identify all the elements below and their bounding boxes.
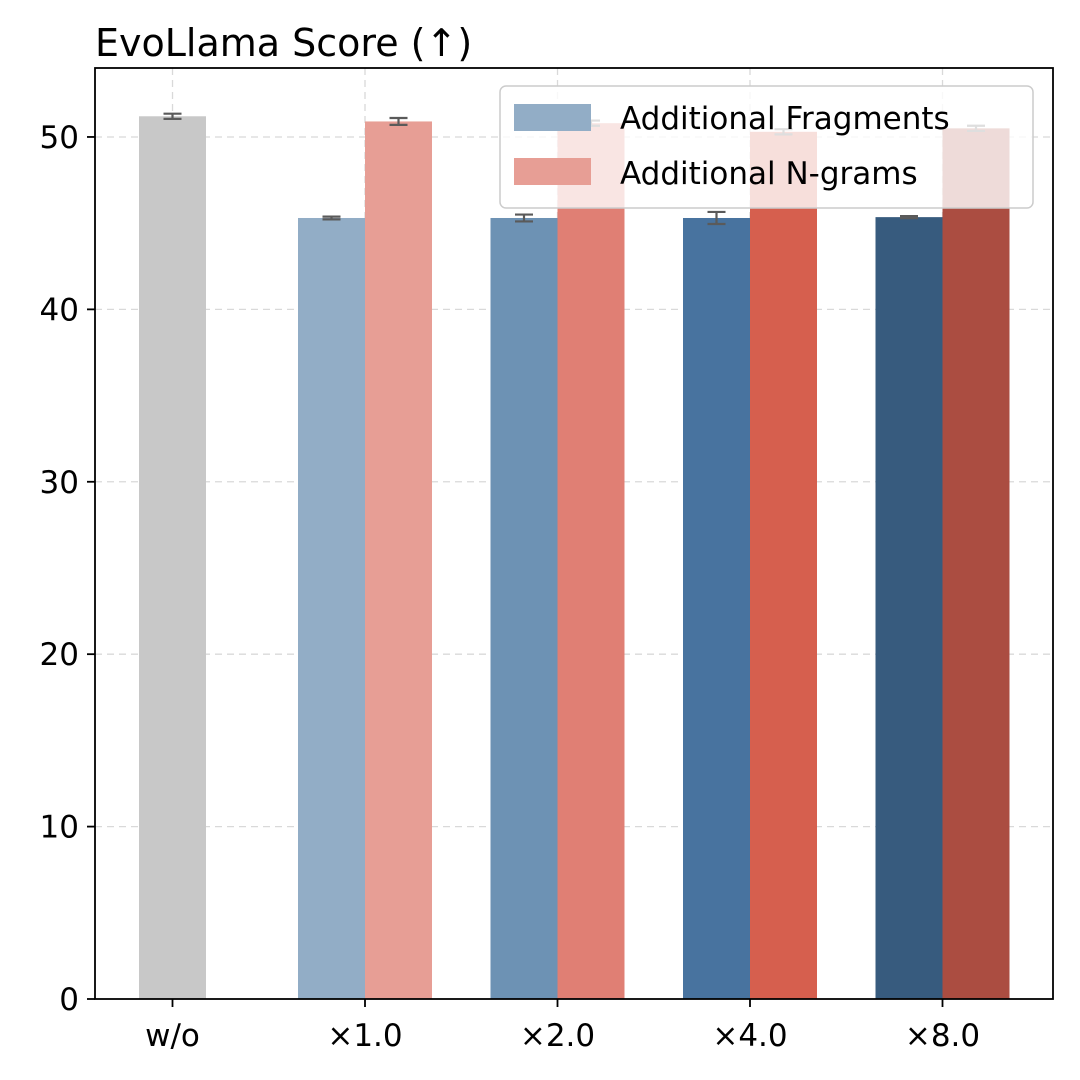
legend-swatch-additional-n-grams <box>514 158 591 185</box>
x-tick-label-x1-0: ×1.0 <box>327 1018 402 1054</box>
bars <box>139 116 1010 1000</box>
x-tick-label-x2-0: ×2.0 <box>520 1018 595 1054</box>
x-axis-ticks: w/o ×1.0 ×2.0 ×4.0 ×8.0 <box>145 999 980 1054</box>
bar-additional-n-grams-x1-0 <box>365 121 432 1000</box>
y-axis-ticks: 0 10 20 30 40 50 <box>40 120 95 1018</box>
bar-additional-fragments-x4-0 <box>683 217 750 999</box>
legend-swatch-additional-fragments <box>514 104 591 131</box>
y-tick-label-40: 40 <box>40 292 79 328</box>
y-tick-label-20: 20 <box>40 637 79 673</box>
bar-additional-n-grams-x4-0 <box>750 131 817 999</box>
bar-additional-n-grams-x2-0 <box>557 123 625 1000</box>
x-tick-label-x8-0: ×8.0 <box>905 1018 980 1054</box>
legend-label-additional-n-grams: Additional N-grams <box>620 156 918 192</box>
chart-title: EvoLlama Score (↑) <box>95 21 472 65</box>
y-tick-label-30: 30 <box>40 465 79 501</box>
plot-frame <box>94 67 1054 1000</box>
x-tick-label-x4-0: ×4.0 <box>712 1018 787 1054</box>
bar-additional-fragments-x1-0 <box>298 217 365 999</box>
legend: Additional Fragments Additional N-grams <box>499 85 1034 209</box>
bar-baseline-w-o <box>139 116 206 1000</box>
legend-box <box>499 85 1034 209</box>
bar-additional-fragments-x2-0 <box>490 217 558 999</box>
y-tick-label-10: 10 <box>40 810 79 846</box>
y-tick-label-0: 0 <box>59 982 79 1018</box>
x-tick-label-w-o: w/o <box>145 1018 200 1054</box>
legend-label-additional-fragments: Additional Fragments <box>620 101 950 137</box>
bar-additional-fragments-x8-0 <box>875 217 943 1000</box>
y-tick-label-50: 50 <box>40 120 79 156</box>
bar-additional-n-grams-x8-0 <box>942 128 1010 999</box>
